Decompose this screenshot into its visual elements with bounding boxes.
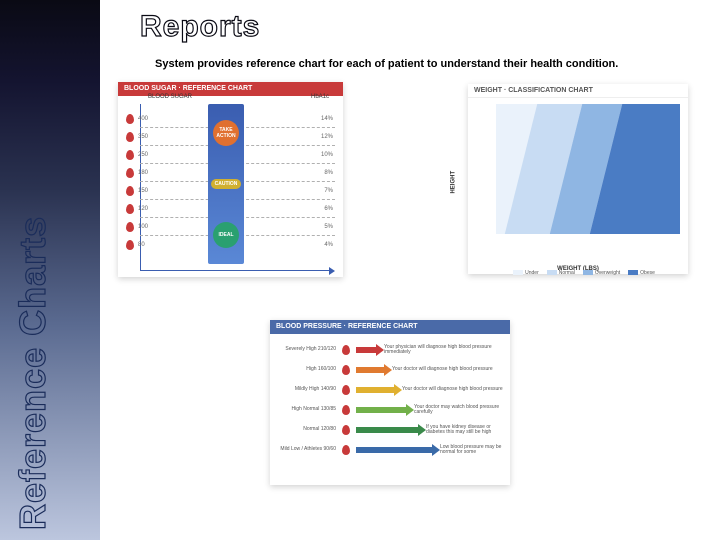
bs-left-value: 180: [138, 170, 148, 176]
bp-desc: Your doctor will diagnose high blood pre…: [402, 387, 504, 393]
bs-right-value: 4%: [324, 242, 333, 248]
bs-right-value: 8%: [324, 170, 333, 176]
col-label-left: BLOOD SUGAR: [148, 94, 192, 100]
bs-right-value: 10%: [321, 152, 333, 158]
legend-swatch: [513, 270, 523, 275]
bp-row: Normal 120/80 If you have kidney disease…: [278, 420, 504, 440]
bs-badge: IDEAL: [213, 222, 239, 248]
blood-drop-icon: [342, 445, 350, 455]
blood-drop-icon: [126, 204, 134, 214]
bp-desc: If you have kidney disease or diabetes t…: [426, 425, 504, 436]
bs-left-value: 100: [138, 224, 148, 230]
blood-drop-icon: [126, 186, 134, 196]
weight-classification-chart: WEIGHT · CLASSIFICATION CHART HEIGHT 6'0…: [468, 84, 688, 274]
bs-left-value: 150: [138, 188, 148, 194]
bp-label: Normal 120/80: [278, 427, 336, 433]
bp-desc: Your physician will diagnose high blood …: [384, 345, 504, 356]
bs-right-value: 7%: [324, 188, 333, 194]
legend-swatch: [583, 270, 593, 275]
blood-sugar-chart: BLOOD SUGAR · REFERENCE CHART BLOOD SUGA…: [118, 82, 343, 277]
bs-left-value: 120: [138, 206, 148, 212]
bp-row: Mildly High 140/90 Your doctor will diag…: [278, 380, 504, 400]
blood-drop-icon: [126, 222, 134, 232]
weight-class-plot: 6'0"5'10"5'8"5'6"5'4"5'2"5'0"4'10"4'8"4'…: [496, 104, 680, 234]
bs-badge: CAUTION: [211, 179, 241, 189]
page-title: Reports: [140, 10, 260, 44]
bp-desc: Low blood pressure may be normal for som…: [440, 445, 504, 456]
weight-class-header: WEIGHT · CLASSIFICATION CHART: [468, 84, 688, 98]
center-scale-bar: TAKE ACTION CAUTION IDEAL: [208, 104, 244, 264]
blood-pressure-header: BLOOD PRESSURE · REFERENCE CHART: [270, 320, 510, 334]
bs-left-value: 80: [138, 242, 145, 248]
bp-row: High Normal 130/85 Your doctor may watch…: [278, 400, 504, 420]
bp-row: High 160/100 Your doctor will diagnose h…: [278, 360, 504, 380]
bp-arrow: [356, 387, 396, 393]
bp-label: Mildly High 140/90: [278, 387, 336, 393]
blood-drop-icon: [342, 425, 350, 435]
bp-desc: Your doctor will diagnose high blood pre…: [392, 367, 504, 373]
blood-drop-icon: [342, 385, 350, 395]
blood-drop-icon: [342, 405, 350, 415]
weight-class-legend: Under Normal Overweight Obese: [488, 270, 680, 276]
bs-badge: TAKE ACTION: [213, 120, 239, 146]
y-axis-title: HEIGHT: [450, 171, 456, 194]
col-label-right: HbA1c: [311, 94, 329, 100]
bs-right-value: 14%: [321, 116, 333, 122]
bs-left-value: 400: [138, 116, 148, 122]
legend-item: Normal: [547, 270, 575, 276]
blood-pressure-chart: BLOOD PRESSURE · REFERENCE CHART Severel…: [270, 320, 510, 485]
blood-drop-icon: [126, 150, 134, 160]
blood-drop-icon: [342, 365, 350, 375]
bs-right-value: 5%: [324, 224, 333, 230]
bp-arrow: [356, 447, 434, 453]
bp-label: High 160/100: [278, 367, 336, 373]
blood-pressure-body: Severely High 210/120 Your physician wil…: [270, 334, 510, 485]
bp-arrow: [356, 407, 408, 413]
bp-arrow: [356, 347, 378, 353]
bs-right-value: 6%: [324, 206, 333, 212]
bp-arrow: [356, 427, 420, 433]
weight-class-body: HEIGHT 6'0"5'10"5'8"5'6"5'4"5'2"5'0"4'10…: [468, 98, 688, 274]
legend-item: Under: [513, 270, 539, 276]
bs-left-value: 350: [138, 134, 148, 140]
legend-swatch: [628, 270, 638, 275]
blood-drop-icon: [126, 168, 134, 178]
bp-label: Mild Low / Athletes 90/60: [278, 447, 336, 453]
bs-left-value: 250: [138, 152, 148, 158]
blood-drop-icon: [126, 132, 134, 142]
blood-drop-icon: [126, 240, 134, 250]
bp-arrow: [356, 367, 386, 373]
bs-right-value: 12%: [321, 134, 333, 140]
x-axis: [140, 270, 331, 271]
bp-label: High Normal 130/85: [278, 407, 336, 413]
legend-item: Overweight: [583, 270, 620, 276]
bp-row: Mild Low / Athletes 90/60 Low blood pres…: [278, 440, 504, 460]
blood-drop-icon: [342, 345, 350, 355]
bp-label: Severely High 210/120: [278, 347, 336, 353]
bp-row: Severely High 210/120 Your physician wil…: [278, 340, 504, 360]
legend-swatch: [547, 270, 557, 275]
bp-desc: Your doctor may watch blood pressure car…: [414, 405, 504, 416]
page-subtitle: System provides reference chart for each…: [155, 58, 618, 70]
vertical-section-label: Reference Charts: [12, 216, 54, 530]
legend-item: Obese: [628, 270, 655, 276]
blood-sugar-body: BLOOD SUGAR HbA1c 400 14% 350 12% 250 10…: [118, 96, 343, 277]
blood-drop-icon: [126, 114, 134, 124]
